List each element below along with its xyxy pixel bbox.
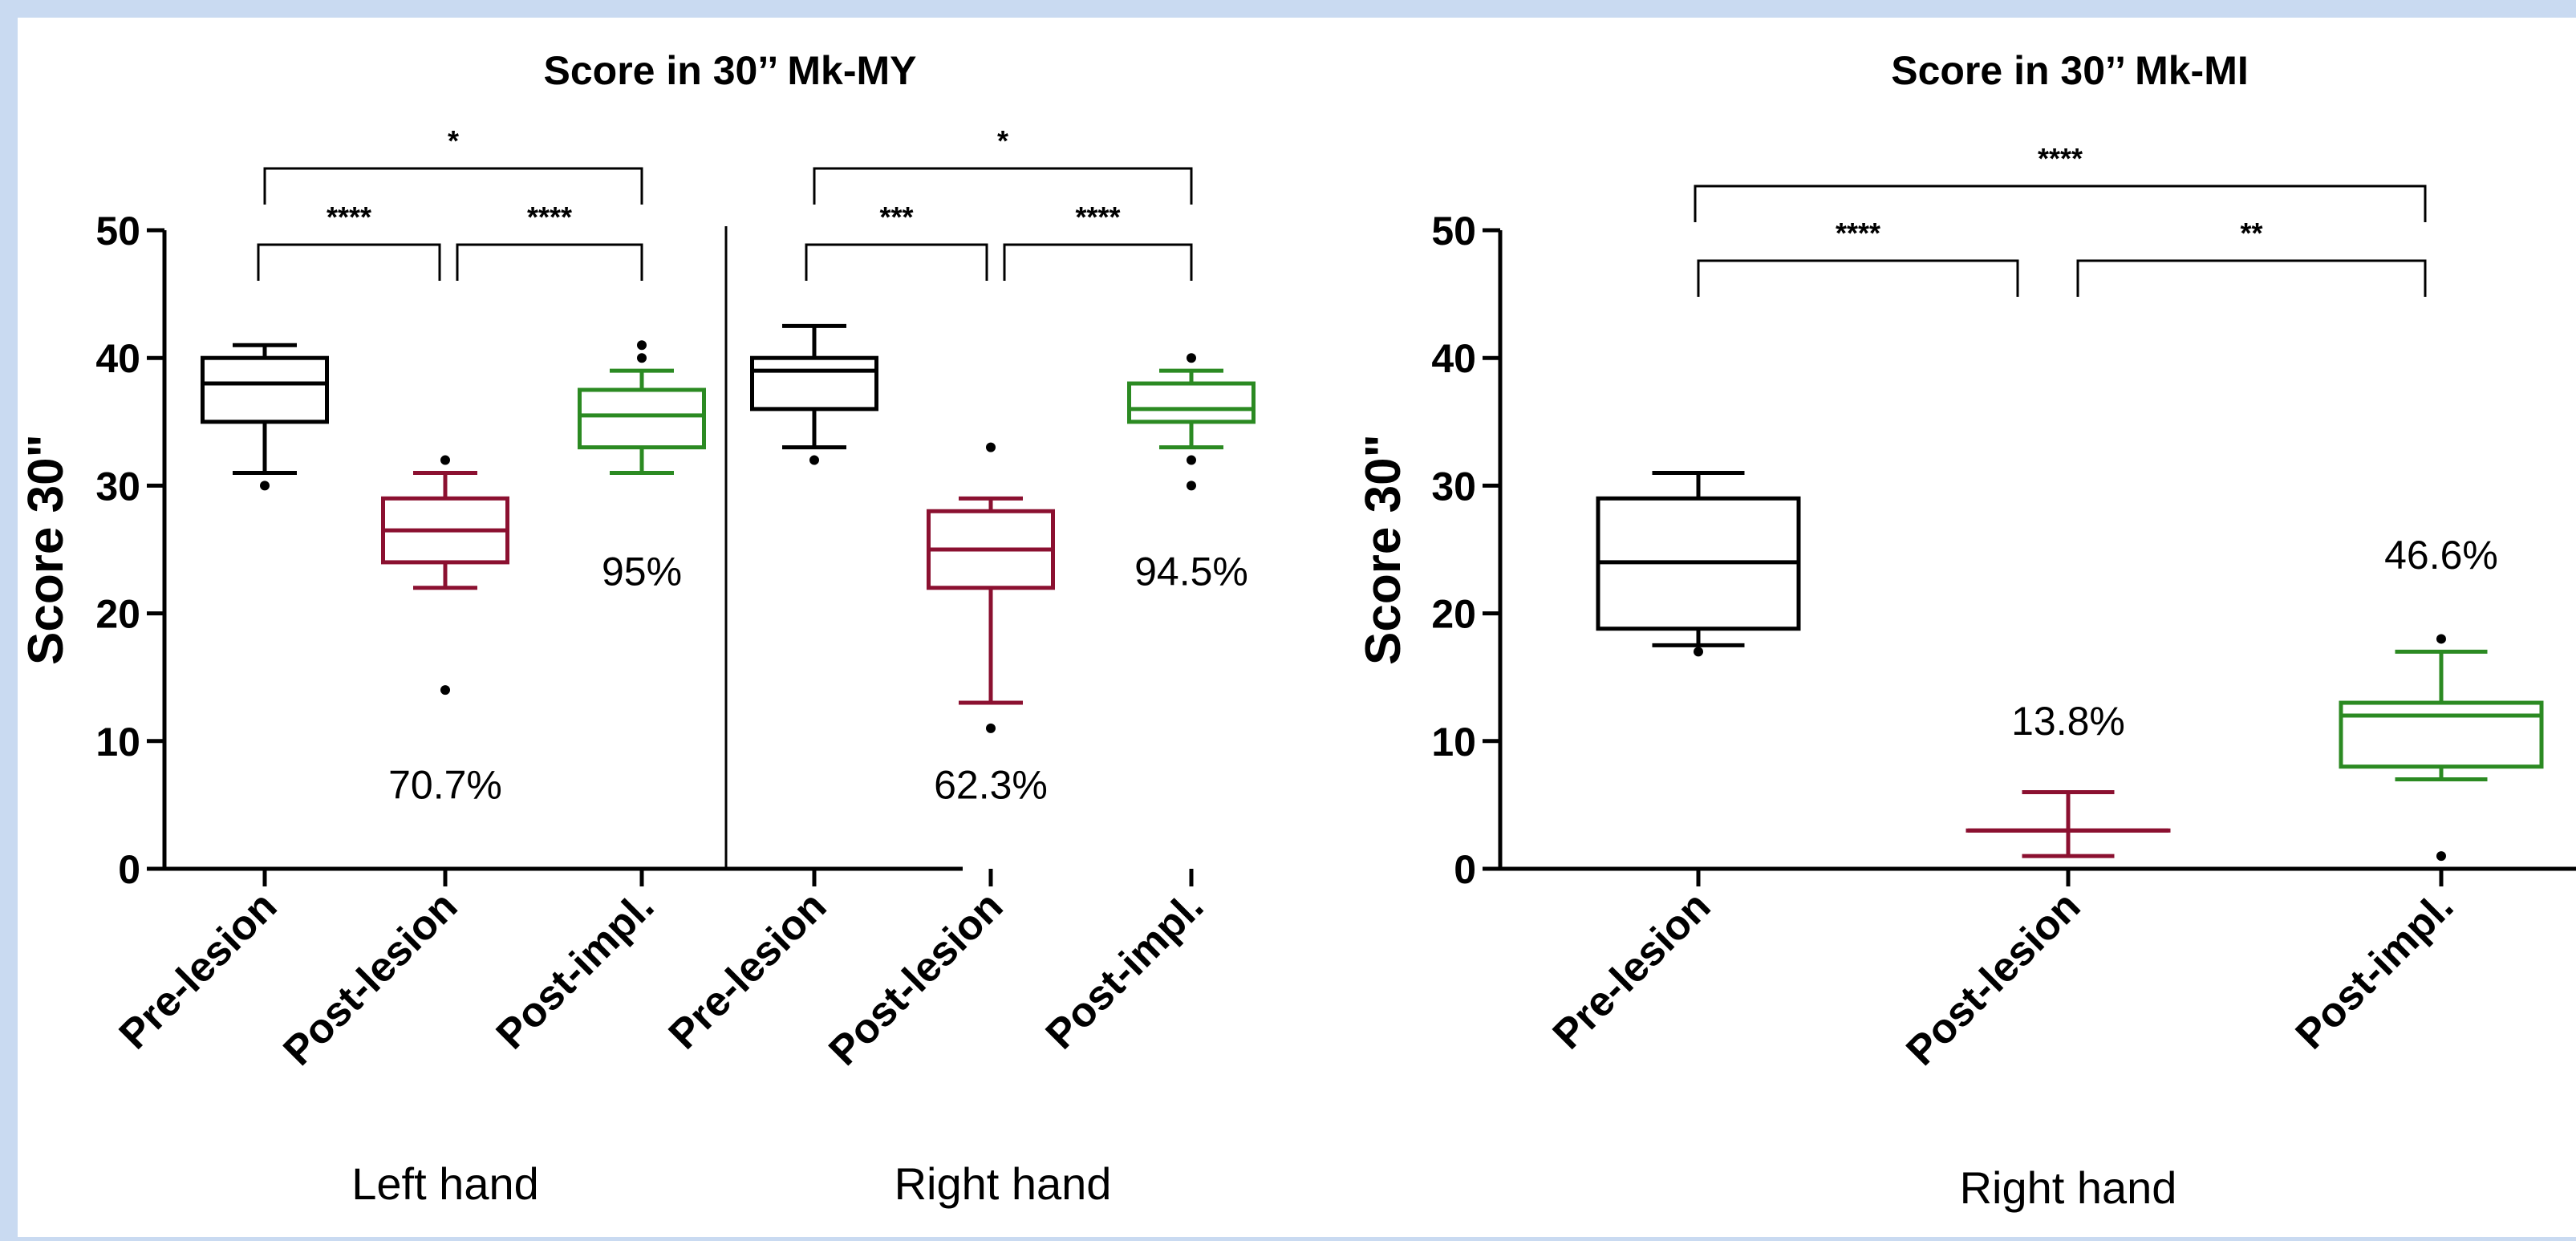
y-tick-label: 0 <box>1454 847 1476 892</box>
group-label: Right hand <box>895 1158 1112 1209</box>
y-tick-label: 50 <box>1431 209 1476 253</box>
outlier-point <box>440 456 450 465</box>
significance-label: *** <box>879 201 913 233</box>
outlier-point <box>637 353 647 363</box>
group-label: Right hand <box>1960 1162 2177 1213</box>
percent-annotation: 13.8% <box>2011 699 2125 744</box>
outlier-point <box>986 724 996 733</box>
y-tick-label: 20 <box>95 592 140 637</box>
outlier-point <box>809 456 819 465</box>
y-tick-label: 50 <box>95 209 140 253</box>
chart-title: Score in 30’’ Mk-MI <box>1891 48 2249 93</box>
significance-label: **** <box>1836 217 1880 249</box>
significance-label: **** <box>1075 201 1120 233</box>
significance-label: * <box>448 124 459 157</box>
outlier-point <box>1187 481 1196 490</box>
y-tick-label: 20 <box>1431 592 1476 637</box>
significance-label: **** <box>327 201 371 233</box>
y-tick-label: 40 <box>1431 336 1476 381</box>
y-tick-label: 30 <box>1431 464 1476 509</box>
outlier-point <box>260 481 270 490</box>
outlier-point <box>1187 456 1196 465</box>
percent-annotation: 70.7% <box>388 762 502 807</box>
significance-label: ** <box>2240 217 2262 249</box>
chart-title: Score in 30’’ Mk-MY <box>544 48 917 93</box>
percent-annotation: 46.6% <box>2384 533 2498 578</box>
y-tick-label: 30 <box>95 464 140 509</box>
significance-label: * <box>997 124 1008 157</box>
outlier-point <box>1187 353 1196 363</box>
y-axis-label: Score 30" <box>18 434 74 665</box>
outlier-point <box>2436 851 2446 861</box>
percent-annotation: 62.3% <box>934 762 1048 807</box>
outlier-point <box>1694 647 1703 656</box>
outlier-point <box>2436 634 2446 643</box>
outlier-point <box>440 685 450 695</box>
y-tick-label: 0 <box>118 847 140 892</box>
group-label: Left hand <box>351 1158 539 1209</box>
significance-label: **** <box>527 201 572 233</box>
y-tick-label: 10 <box>95 720 140 764</box>
y-axis-label: Score 30" <box>1356 434 1411 665</box>
figure-background <box>18 18 2576 1237</box>
significance-label: **** <box>2038 142 2083 175</box>
percent-annotation: 95% <box>602 550 682 594</box>
outlier-point <box>986 443 996 452</box>
y-tick-label: 10 <box>1431 720 1476 764</box>
percent-annotation: 94.5% <box>1134 550 1248 594</box>
y-tick-label: 40 <box>95 336 140 381</box>
outlier-point <box>637 340 647 350</box>
